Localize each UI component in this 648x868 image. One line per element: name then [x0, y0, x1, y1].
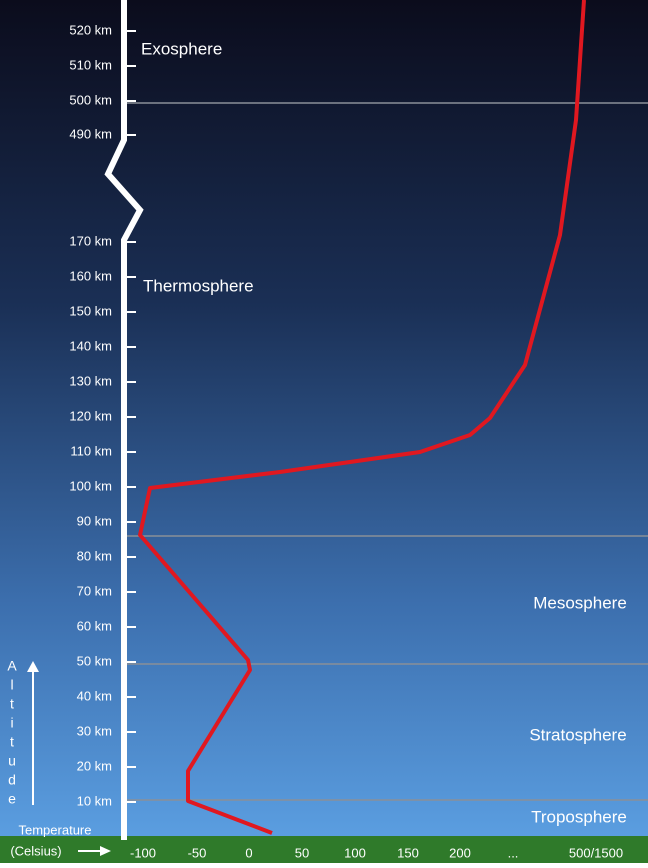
y-axis-letter: t [10, 696, 14, 712]
altitude-label: 490 km [69, 126, 112, 141]
layer-label: Stratosphere [529, 725, 626, 744]
layer-label: Thermosphere [143, 276, 254, 295]
temperature-label: 50 [295, 845, 309, 860]
altitude-label: 110 km [70, 443, 112, 458]
y-axis-letter: t [10, 734, 14, 750]
altitude-label: 130 km [69, 373, 112, 388]
temperature-label: ... [508, 845, 519, 860]
temperature-label: 0 [245, 845, 252, 860]
y-axis-letter: i [10, 715, 13, 731]
arrow-head [27, 661, 39, 672]
altitude-label: 60 km [77, 618, 112, 633]
altitude-label: 120 km [69, 408, 112, 423]
layer-label: Exosphere [141, 39, 222, 58]
altitude-label: 100 km [69, 478, 112, 493]
altitude-label: 20 km [77, 758, 112, 773]
altitude-label: 80 km [77, 548, 112, 563]
y-axis-letter: l [10, 677, 13, 693]
y-axis-letter: e [8, 791, 16, 807]
altitude-label: 50 km [77, 653, 112, 668]
altitude-label: 40 km [77, 688, 112, 703]
layer-boundaries [124, 102, 648, 801]
temperature-curve [138, 0, 586, 835]
y-axis-letter: A [7, 658, 17, 674]
layer-label: Mesosphere [533, 593, 627, 612]
temperature-label: 500/1500 [569, 845, 623, 860]
altitude-label: 150 km [69, 303, 112, 318]
x-axis-title: Temperature [19, 822, 92, 837]
altitude-label: 520 km [69, 22, 112, 37]
altitude-label: 170 km [69, 233, 112, 248]
altitude-label: 140 km [69, 338, 112, 353]
x-axis-title: (Celsius) [10, 843, 61, 858]
altitude-label: 90 km [77, 513, 112, 528]
temperature-label: 200 [449, 845, 471, 860]
altitude-label: 500 km [69, 92, 112, 107]
temperature-label: -50 [188, 845, 207, 860]
temperature-label: 100 [344, 845, 366, 860]
altitude-label: 10 km [77, 793, 112, 808]
y-axis-letter: u [8, 753, 16, 769]
altitude-label: 510 km [69, 57, 112, 72]
altitude-label: 70 km [77, 583, 112, 598]
altitude-label: 160 km [69, 268, 112, 283]
temperature-label: 150 [397, 845, 419, 860]
altitude-label: 30 km [77, 723, 112, 738]
layer-label: Troposphere [531, 807, 627, 826]
altitude-axis [104, 0, 144, 840]
arrow-head [100, 846, 111, 856]
y-axis-letter: d [8, 772, 16, 788]
temperature-label: -100 [130, 845, 156, 860]
ground [0, 836, 648, 863]
